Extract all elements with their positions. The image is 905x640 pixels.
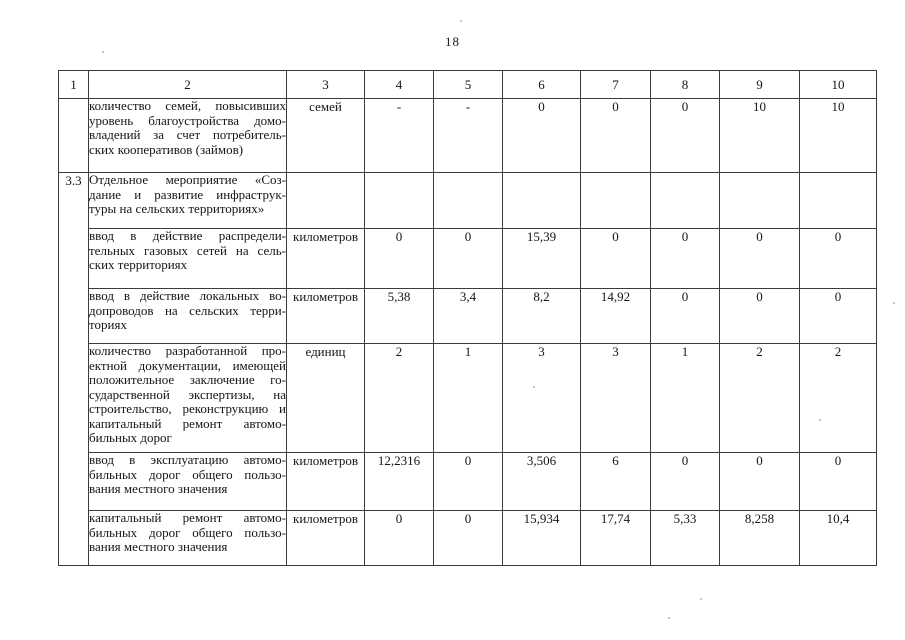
row-value: 0 (799, 228, 877, 289)
row-value (580, 172, 651, 229)
column-header: 1 (58, 70, 89, 99)
scan-speck (668, 617, 670, 619)
row-value: 2 (799, 343, 877, 453)
row-label: Отдельное мероприятие «Соз-дание и разви… (88, 172, 287, 229)
row-value: 0 (433, 452, 503, 511)
row-value: 2 (364, 343, 434, 453)
row-label: количество разработанной про-ектной доку… (88, 343, 287, 453)
row-value: 0 (580, 228, 651, 289)
column-header: 8 (650, 70, 720, 99)
row-value: 12,2316 (364, 452, 434, 511)
row-value (799, 172, 877, 229)
row-value: 6 (580, 452, 651, 511)
table-row: количество семей, повысивших уровень благ… (58, 98, 877, 173)
row-value: 0 (364, 510, 434, 566)
row-value: 0 (580, 98, 651, 173)
row-value: - (433, 98, 503, 173)
row-label: количество семей, повысивших уровень благ… (88, 98, 287, 173)
row-value: 0 (502, 98, 581, 173)
row-value: 5,33 (650, 510, 720, 566)
row-value: 15,39 (502, 228, 581, 289)
column-header: 4 (364, 70, 434, 99)
column-header: 10 (799, 70, 877, 99)
row-value: 10 (719, 98, 800, 173)
scan-speck (893, 302, 895, 304)
row-value (719, 172, 800, 229)
row-value (364, 172, 434, 229)
row-unit: километров (286, 510, 365, 566)
row-label: капитальный ремонт автомо-бильных дорог … (88, 510, 287, 566)
row-unit: единиц (286, 343, 365, 453)
row-value (650, 172, 720, 229)
row-value: 0 (799, 288, 877, 344)
row-value: 0 (650, 288, 720, 344)
row-value: 8,258 (719, 510, 800, 566)
row-value: 0 (719, 228, 800, 289)
column-header: 6 (502, 70, 581, 99)
column-header: 5 (433, 70, 503, 99)
scan-speck (460, 20, 462, 22)
row-value: 0 (364, 228, 434, 289)
table-row: ввод в действие локальных во-допроводов … (59, 288, 877, 344)
row-value: 3 (502, 343, 581, 453)
row-value: 14,92 (580, 288, 651, 344)
row-number (58, 98, 89, 173)
row-value: 2 (719, 343, 800, 453)
row-unit: семей (286, 98, 365, 173)
row-value: 1 (433, 343, 503, 453)
row-value: 0 (433, 510, 503, 566)
row-unit: километров (286, 288, 365, 344)
column-header: 7 (580, 70, 651, 99)
row-value: - (364, 98, 434, 173)
table-row: капитальный ремонт автомо-бильных дорог … (59, 510, 877, 566)
row-value: 0 (650, 452, 720, 511)
row-value: 3 (580, 343, 651, 453)
row-value: 0 (650, 98, 720, 173)
column-header: 9 (719, 70, 800, 99)
row-value: 10,4 (799, 510, 877, 566)
table-row: количество разработанной про-ектной доку… (59, 343, 877, 453)
row-number: 3.3 (58, 172, 89, 566)
row-unit: километров (286, 452, 365, 511)
row-label: ввод в действие локальных во-допроводов … (88, 288, 287, 344)
table-row: ввод в эксплуатацию автомо-бильных дорог… (59, 452, 877, 511)
scan-speck (102, 51, 104, 53)
row-value: 0 (719, 288, 800, 344)
row-value: 8,2 (502, 288, 581, 344)
row-unit (286, 172, 365, 229)
indicators-table: 1 2 3 4 5 6 7 8 9 10 количество семей, п… (58, 70, 877, 566)
column-header: 2 (88, 70, 287, 99)
row-value: 3,4 (433, 288, 503, 344)
table-row: ввод в действие распредели-тельных газов… (59, 228, 877, 289)
row-label: ввод в действие распредели-тельных газов… (88, 228, 287, 289)
row-value: 0 (433, 228, 503, 289)
table-row: 3.3 Отдельное мероприятие «Соз-дание и р… (58, 172, 877, 566)
row-value: 3,506 (502, 452, 581, 511)
row-unit: километров (286, 228, 365, 289)
table-header-row: 1 2 3 4 5 6 7 8 9 10 (58, 70, 877, 99)
row-value: 15,934 (502, 510, 581, 566)
scan-speck (819, 419, 821, 421)
row-value: 0 (719, 452, 800, 511)
column-header: 3 (286, 70, 365, 99)
scan-speck (700, 598, 702, 600)
row-value: 1 (650, 343, 720, 453)
scan-speck (533, 386, 535, 388)
row-value (502, 172, 581, 229)
row-label: ввод в эксплуатацию автомо-бильных дорог… (88, 452, 287, 511)
row-value (433, 172, 503, 229)
row-value: 17,74 (580, 510, 651, 566)
row-value: 0 (650, 228, 720, 289)
row-value: 5,38 (364, 288, 434, 344)
row-value: 10 (799, 98, 877, 173)
row-value: 0 (799, 452, 877, 511)
page-number: 18 (445, 34, 460, 49)
